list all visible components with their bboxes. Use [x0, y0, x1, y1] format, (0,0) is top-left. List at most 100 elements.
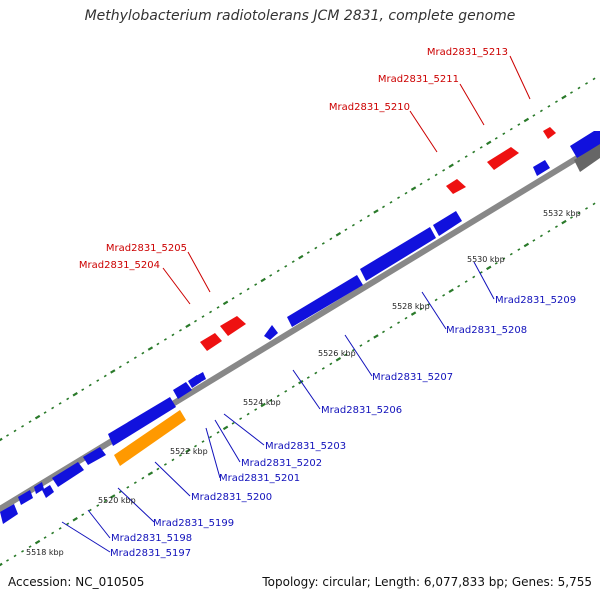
gene-label-5203[interactable]: Mrad2831_5203: [265, 441, 346, 452]
tick-mark: [21, 549, 25, 553]
tick-mark: [554, 100, 558, 104]
tick-mark: [185, 323, 191, 328]
gene-5209-arrow[interactable]: [533, 160, 550, 176]
gene-rev-1[interactable]: [0, 504, 18, 524]
gene-label-5209[interactable]: Mrad2831_5209: [495, 295, 576, 306]
tick-mark: [254, 283, 258, 286]
forward-leader-lines: [162, 55, 531, 305]
tick-mark: [359, 344, 363, 347]
tick-mark: [502, 132, 506, 136]
gene-label-5208[interactable]: Mrad2831_5208: [446, 325, 527, 336]
tick-mark: [88, 383, 92, 387]
tick-mark: [246, 287, 250, 291]
tick-mark: [592, 77, 596, 81]
gene-rev-5[interactable]: [52, 462, 84, 487]
tick-mark: [335, 357, 342, 362]
tick-mark: [448, 163, 454, 168]
gene-5205-arrow[interactable]: [220, 316, 246, 336]
tick-mark: [410, 311, 417, 316]
gene-rev-6[interactable]: [83, 447, 106, 465]
tick-mark: [28, 545, 32, 549]
tick-mark: [404, 316, 408, 320]
tick-mark: [126, 485, 130, 489]
tick-mark: [457, 159, 461, 163]
tick-mark: [532, 239, 536, 242]
tick-mark: [216, 306, 220, 309]
gene-label-5198[interactable]: Mrad2831_5198: [111, 533, 192, 544]
tick-mark: [260, 402, 266, 408]
gene-label-5204[interactable]: Mrad2831_5204: [79, 260, 160, 271]
tick-mark: [51, 406, 55, 410]
tick-mark: [434, 298, 438, 302]
tick-mark: [133, 481, 137, 485]
gene-rev-2[interactable]: [18, 490, 33, 505]
gene-5207-arrow[interactable]: [287, 275, 363, 327]
gene-label-5213[interactable]: Mrad2831_5213: [427, 47, 508, 58]
gene-5208b-arrow[interactable]: [433, 211, 462, 236]
rna-gene[interactable]: [574, 144, 600, 172]
tick-mark: [81, 513, 85, 517]
tick-mark: [239, 417, 243, 421]
tick-mark: [284, 264, 288, 268]
scale-label: 5530 kbp: [467, 255, 505, 264]
gene-5206-arrow[interactable]: [264, 325, 278, 340]
gene-5204-arrow[interactable]: [200, 333, 222, 351]
tick-mark: [13, 429, 17, 433]
map-title: Methylobacterium radiotolerans JCM 2831,…: [84, 8, 516, 24]
tick-mark: [276, 269, 280, 273]
tick-mark: [133, 356, 137, 360]
tick-mark: [523, 242, 530, 248]
tick-mark: [110, 369, 116, 374]
gene-5211-arrow[interactable]: [487, 147, 519, 170]
tick-mark: [72, 392, 78, 397]
tick-mark: [96, 379, 100, 382]
tick-mark: [472, 275, 476, 279]
tick-mark: [457, 284, 461, 288]
gene-label-5211[interactable]: Mrad2831_5211: [378, 74, 459, 85]
gene-5208-arrow[interactable]: [360, 227, 436, 281]
gene-5200-highlight[interactable]: [114, 410, 186, 466]
gene-label-5210[interactable]: Mrad2831_5210: [329, 102, 410, 113]
gene-rev-edge[interactable]: [570, 131, 600, 158]
gene-label-5205[interactable]: Mrad2831_5205: [106, 243, 187, 254]
gene-rev-3[interactable]: [34, 482, 44, 494]
tick-mark: [494, 136, 498, 140]
tick-mark: [171, 333, 175, 337]
tick-mark: [231, 296, 235, 300]
tick-mark: [43, 536, 47, 539]
tick-mark: [66, 397, 70, 401]
scale-label: 5528 kbp: [392, 302, 430, 311]
tick-mark: [382, 205, 385, 209]
gene-label-5207[interactable]: Mrad2831_5207: [372, 372, 453, 383]
tick-mark: [194, 444, 197, 448]
tick-mark: [110, 494, 116, 499]
gene-rev-7[interactable]: [108, 397, 176, 446]
tick-mark: [43, 411, 47, 414]
reverse-gene-labels: Mrad2831_5197 Mrad2831_5198 Mrad2831_519…: [110, 295, 576, 559]
gene-rev-8[interactable]: [173, 382, 192, 399]
gene-label-5202[interactable]: Mrad2831_5202: [241, 458, 322, 469]
tick-mark: [147, 471, 154, 476]
scale-label: 5522 kbp: [170, 447, 208, 456]
reverse-leader-lines: [61, 261, 495, 553]
gene-label-5206[interactable]: Mrad2831_5206: [321, 405, 402, 416]
tick-mark: [502, 257, 506, 261]
tick-mark: [366, 339, 370, 343]
tick-mark: [329, 237, 333, 241]
gene-label-5197[interactable]: Mrad2831_5197: [110, 548, 191, 559]
tick-mark: [472, 150, 476, 154]
gene-5210-arrow[interactable]: [446, 179, 466, 194]
tick-mark: [359, 219, 363, 222]
tick-mark: [532, 114, 536, 117]
tick-mark: [479, 146, 483, 149]
gene-label-5200[interactable]: Mrad2831_5200: [191, 492, 272, 503]
gene-label-5199[interactable]: Mrad2831_5199: [153, 518, 234, 529]
gene-rev-4[interactable]: [42, 485, 54, 498]
gene-5213-arrow[interactable]: [543, 127, 556, 139]
scale-label: 5524 kbp: [243, 398, 281, 407]
gene-rev-10[interactable]: [196, 372, 206, 383]
tick-mark: [479, 271, 483, 274]
tick-mark: [13, 554, 17, 558]
gene-label-5201[interactable]: Mrad2831_5201: [219, 473, 300, 484]
tick-mark: [276, 394, 280, 398]
